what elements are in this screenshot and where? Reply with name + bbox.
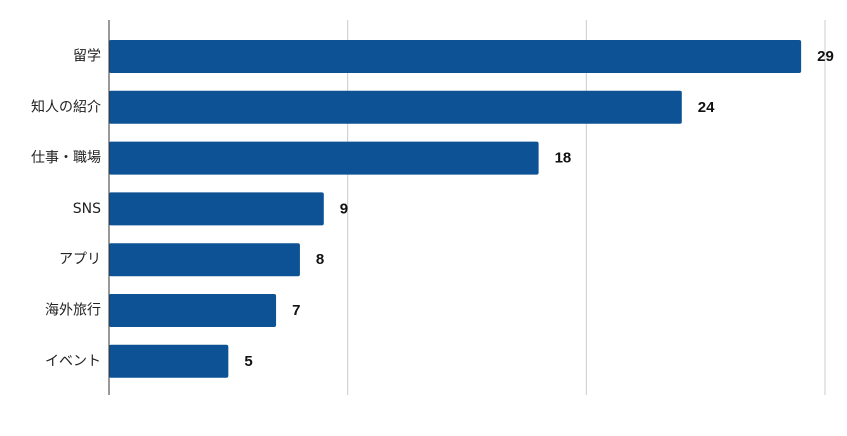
- category-label: 知人の紹介: [31, 98, 101, 115]
- bar: [109, 90, 682, 124]
- value-label: 9: [340, 200, 348, 217]
- bar: [109, 141, 539, 175]
- category-label: SNS: [73, 201, 101, 217]
- value-label: 24: [698, 99, 715, 116]
- bars: [109, 40, 802, 378]
- category-label: 海外旅行: [45, 303, 101, 319]
- bar: [109, 243, 300, 277]
- category-label: 留学: [73, 49, 101, 65]
- category-label: 仕事・職場: [31, 150, 101, 166]
- bar: [109, 344, 229, 378]
- gridlines: [347, 20, 826, 395]
- bar: [109, 40, 802, 73]
- category-label: イベント: [45, 353, 101, 369]
- value-label: 5: [244, 353, 252, 370]
- value-label: 8: [316, 251, 324, 268]
- value-label: 7: [292, 302, 300, 319]
- value-labels: 29 24 18 9 8 7 5: [244, 48, 833, 370]
- value-label: 18: [555, 150, 572, 167]
- bar: [109, 192, 324, 226]
- value-label: 29: [817, 48, 834, 65]
- category-label: アプリ: [59, 252, 101, 268]
- bar: [109, 294, 277, 327]
